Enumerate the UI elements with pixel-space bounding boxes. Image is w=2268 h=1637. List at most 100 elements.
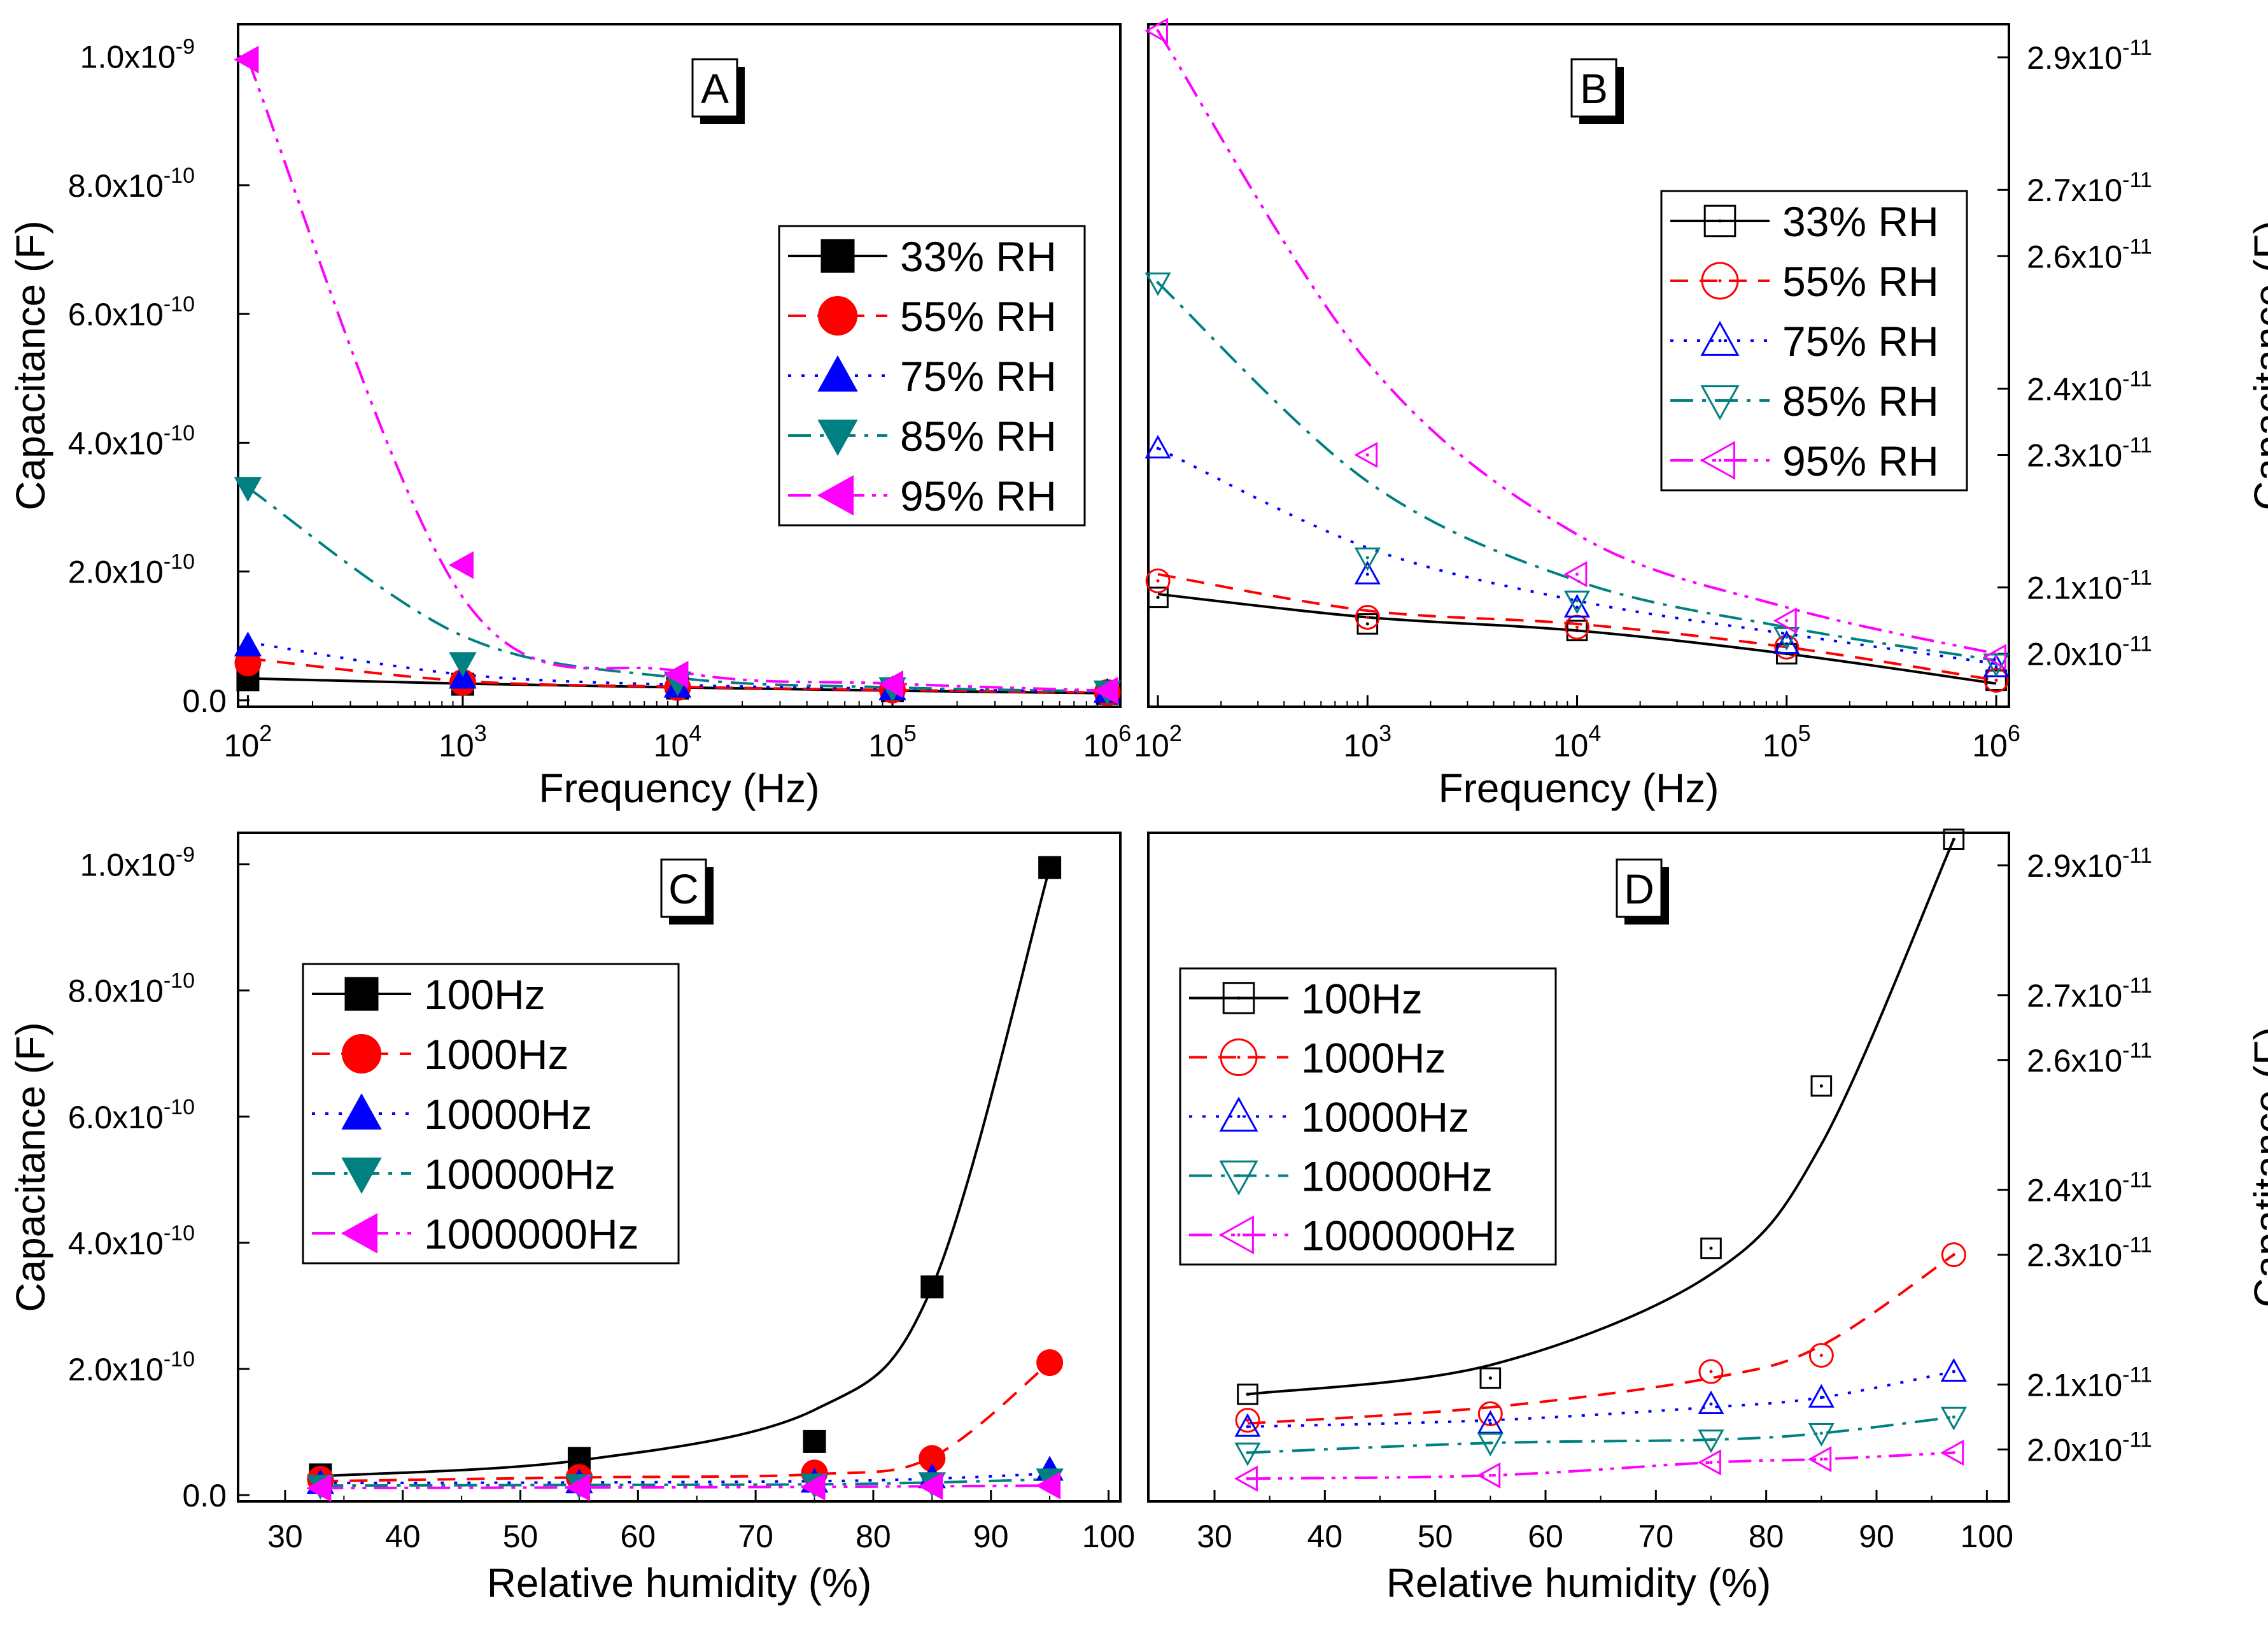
- y-tick-label: 2.0x10-10: [68, 1347, 195, 1387]
- legend-label-5: 1000000Hz: [1301, 1212, 1516, 1259]
- x-tick-label: 103: [1343, 720, 1391, 763]
- legend-label-1: 100Hz: [424, 971, 546, 1018]
- legend-label-1: 33% RH: [900, 233, 1057, 280]
- legend-label-4: 100000Hz: [424, 1151, 616, 1198]
- legend-marker-1: [821, 239, 855, 273]
- y-tick-label: 2.0x10-11: [2027, 1428, 2152, 1468]
- x-tick-label: 106: [1972, 720, 2020, 763]
- legend-label-3: 75% RH: [900, 353, 1057, 400]
- data-point: [1563, 590, 1591, 614]
- x-tick-label: 90: [973, 1519, 1009, 1554]
- x-tick-label: 80: [1749, 1519, 1784, 1554]
- data-point-dot: [1365, 453, 1369, 457]
- series-line-4: [320, 1478, 1050, 1487]
- y-tick-label: 4.0x10-10: [68, 1221, 195, 1261]
- legend-marker-3: [1700, 320, 1740, 356]
- data-point: [1943, 828, 1965, 850]
- data-point-dot: [1952, 1451, 1955, 1455]
- panel-C: 30 40 50 60 70 80 90 100 0.0 2.0x10-10 4.0x10-10 6.…: [8, 832, 1135, 1606]
- legend-marker-5: [1700, 441, 1735, 480]
- y-tick-label: 6.0x10-10: [68, 292, 195, 332]
- legend-marker-1: [1703, 204, 1736, 237]
- y-tick-label: 2.4x10-11: [2027, 367, 2152, 407]
- data-point: [1354, 560, 1381, 585]
- data-point: [234, 45, 259, 74]
- y-tick-label: 2.6x10-11: [2027, 1038, 2152, 1079]
- data-point: [1563, 593, 1591, 618]
- legend-label-5: 95% RH: [1782, 437, 1939, 485]
- series-line-4: [1247, 1415, 1954, 1454]
- data-point-dot: [1246, 1393, 1250, 1396]
- y-tick-label: 2.6x10-11: [2027, 234, 2152, 274]
- data-point: [1354, 441, 1378, 469]
- panel-label-box: [691, 58, 738, 118]
- data-point: [1477, 1401, 1503, 1426]
- data-point-dot: [1488, 1376, 1492, 1380]
- x-tick-label: 102: [1134, 720, 1182, 763]
- data-point-dot: [1246, 1419, 1250, 1422]
- data-point-dot: [1365, 622, 1369, 626]
- data-point: [1145, 435, 1171, 458]
- data-point-dot: [1952, 1253, 1955, 1257]
- data-point-dot: [1994, 655, 1998, 659]
- y-tick-label: 1.0x10-9: [80, 35, 195, 75]
- data-point: [803, 1429, 826, 1453]
- y-axis-label: Capacitance (F): [8, 1022, 53, 1312]
- y-tick-label: 6.0x10-10: [68, 1095, 195, 1135]
- data-point: [1773, 630, 1800, 655]
- y-tick-label: 2.9x10-11: [2027, 36, 2152, 76]
- data-point: [1700, 1237, 1722, 1259]
- x-tick-label: 104: [1553, 720, 1602, 763]
- data-point-dot: [1709, 1461, 1713, 1464]
- legend-label-1: 33% RH: [1782, 198, 1939, 245]
- data-point: [1477, 1433, 1504, 1457]
- y-tick-label: 1.0x10-9: [80, 843, 195, 883]
- x-axis-label: Relative humidity (%): [487, 1560, 872, 1606]
- y-tick-label: 0.0: [182, 1478, 227, 1513]
- data-point-dot: [1709, 1438, 1713, 1442]
- data-point: [1940, 1407, 1967, 1431]
- data-point: [1234, 1442, 1261, 1466]
- x-tick-label: 105: [868, 720, 917, 763]
- data-point: [1808, 1384, 1835, 1408]
- data-point-dot: [1488, 1441, 1492, 1445]
- data-point: [1354, 547, 1381, 571]
- panel-A: 102 103 104 105 106 0.0 2.0x10-10 4.0x10-10 6.0x…: [8, 23, 1131, 811]
- data-point-dot: [1819, 1354, 1823, 1357]
- y-axis-label: Capacitance (F): [2246, 220, 2268, 510]
- y-tick-label: 2.0x10-11: [2027, 632, 2152, 672]
- data-point-dot: [1575, 625, 1579, 629]
- data-point-dot: [1365, 556, 1369, 560]
- data-point: [1234, 1413, 1261, 1437]
- x-tick-label: 30: [1197, 1519, 1232, 1554]
- data-point-dot: [1819, 1431, 1823, 1435]
- legend-marker-2: [818, 296, 857, 336]
- legend-marker-5: [341, 1213, 377, 1254]
- panel-A-frame: [237, 23, 1122, 708]
- data-point-dot: [1488, 1473, 1492, 1477]
- y-tick-label: 8.0x10-10: [68, 969, 195, 1009]
- data-point: [1940, 1439, 1964, 1466]
- legend-marker-2: [1220, 1038, 1258, 1076]
- data-point: [306, 1474, 332, 1502]
- data-point-dot: [1785, 619, 1789, 623]
- x-tick-label: 103: [439, 720, 487, 763]
- data-point-dot: [1709, 1402, 1713, 1406]
- y-tick-label: 2.4x10-11: [2027, 1168, 2152, 1208]
- data-point: [1697, 1449, 1721, 1476]
- legend-label-5: 1000000Hz: [424, 1210, 639, 1258]
- legend-label-3: 10000Hz: [1301, 1094, 1469, 1141]
- legend-marker-3: [1219, 1096, 1258, 1132]
- data-point: [1144, 17, 1168, 44]
- data-point: [1808, 1423, 1835, 1447]
- legend-marker-4: [341, 1158, 382, 1194]
- data-point-dot: [1488, 1422, 1492, 1426]
- panel-label-box: [1570, 58, 1617, 118]
- x-axis-label: Relative humidity (%): [1386, 1560, 1771, 1606]
- x-axis-label: Frequency (Hz): [539, 765, 820, 811]
- data-point-dot: [1785, 635, 1789, 639]
- panel-D-frame: [1147, 832, 2010, 1503]
- data-point: [1808, 1343, 1834, 1368]
- data-point-dot: [1246, 1451, 1250, 1455]
- data-point: [1479, 1367, 1502, 1389]
